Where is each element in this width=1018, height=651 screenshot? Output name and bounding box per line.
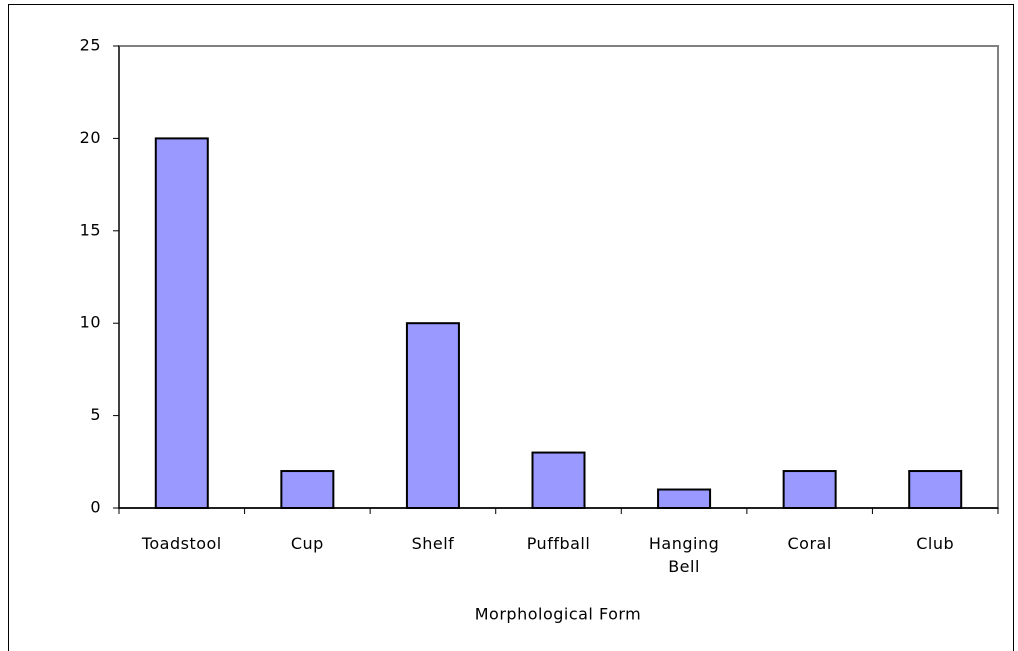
x-tick-label: Club: [916, 534, 955, 553]
bar: [782, 470, 837, 510]
bar: [657, 488, 712, 509]
bar: [280, 470, 335, 510]
y-tick-label: 5: [90, 405, 101, 424]
y-tick-label: 15: [80, 220, 101, 239]
y-tick-label: 10: [80, 313, 101, 332]
bar: [908, 470, 963, 510]
y-tick-label: 0: [90, 498, 101, 517]
x-tick-label: Cup: [290, 534, 324, 553]
y-tick-label: 25: [80, 36, 101, 55]
x-tick-label: Shelf: [411, 534, 455, 553]
x-tick-label: Puffball: [526, 534, 591, 553]
x-axis-title: Morphological Form: [475, 605, 642, 624]
x-tick-label: Toadstool: [141, 534, 222, 553]
x-tick-label: Hanging Bell: [648, 534, 720, 576]
bar: [405, 322, 460, 510]
y-tick-label: 20: [80, 128, 101, 147]
bar: [154, 137, 209, 509]
x-tick-label: Coral: [787, 534, 832, 553]
bar: [531, 451, 586, 509]
